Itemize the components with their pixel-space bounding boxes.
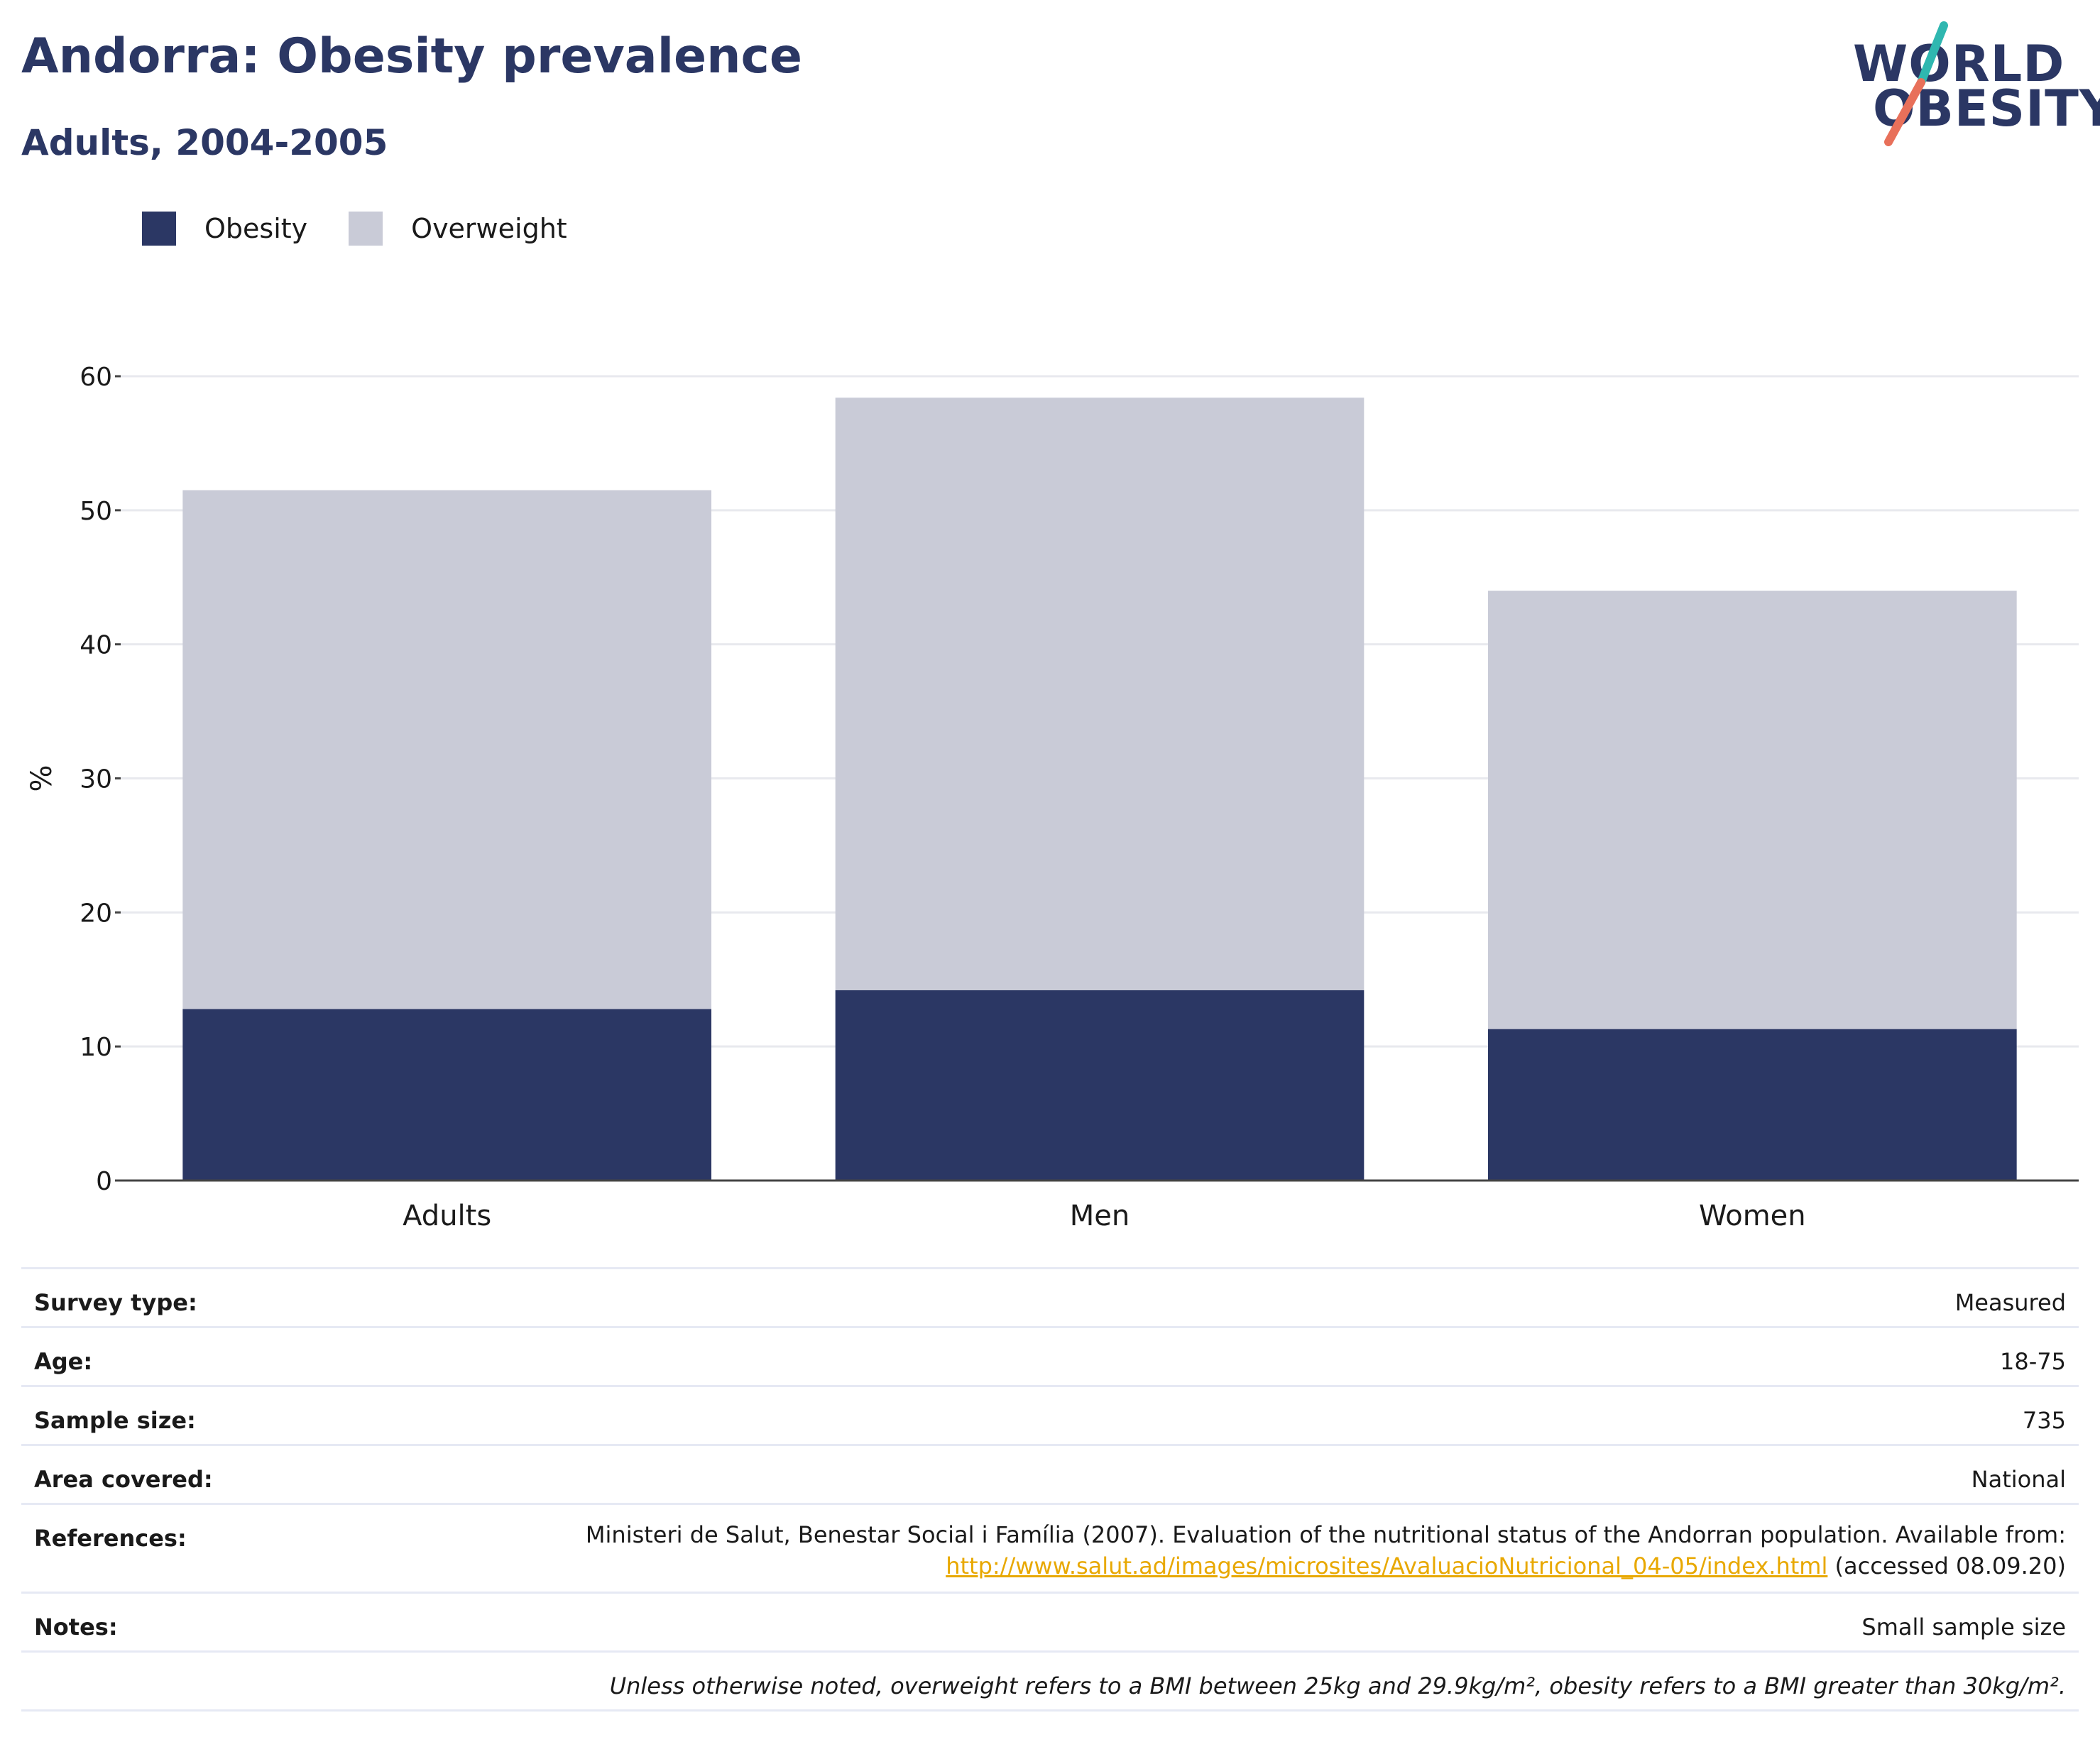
bar-obesity-adults: [182, 1009, 711, 1181]
sample-size-label: Sample size:: [34, 1407, 196, 1434]
bar-overweight-men: [835, 398, 1365, 990]
y-tick-label-30: 30: [80, 765, 112, 794]
age-label: Age:: [34, 1348, 93, 1375]
y-tick-label-50: 50: [80, 497, 112, 526]
area-covered-label: Area covered:: [34, 1466, 213, 1493]
bar-obesity-men: [835, 990, 1365, 1181]
world-obesity-logo: WORLD OBESITY: [1853, 21, 2100, 149]
y-tick-label-10: 10: [80, 1033, 112, 1062]
info-row-area-covered: Area covered: National: [21, 1444, 2079, 1503]
sample-size-value: 735: [2022, 1407, 2066, 1434]
info-row-references: References: Ministeri de Salut, Benestar…: [21, 1503, 2079, 1592]
x-tick-label-women: Women: [1699, 1200, 1806, 1232]
legend-item-overweight[interactable]: Overweight: [349, 212, 567, 246]
age-value: 18-75: [2000, 1348, 2066, 1375]
bar-obesity-women: [1488, 1029, 2017, 1181]
y-tick-label-40: 40: [80, 631, 112, 660]
info-row-sample-size: Sample size: 735: [21, 1385, 2079, 1444]
references-text: Ministeri de Salut, Benestar Social i Fa…: [585, 1521, 2066, 1548]
y-tick-label-60: 60: [80, 363, 112, 392]
bmi-footnote: Unless otherwise noted, overweight refer…: [609, 1672, 2066, 1699]
bar-chart: 0 10 20 30 40 50 60% Adults Men Women: [26, 363, 2079, 1232]
references-value: Ministeri de Salut, Benestar Social i Fa…: [586, 1505, 2066, 1592]
references-accessed: (accessed 08.09.20): [1827, 1552, 2066, 1579]
legend-label-obesity: Obesity: [204, 213, 308, 244]
legend-label-overweight: Overweight: [411, 213, 567, 244]
survey-info-table: Survey type: Measured Age: 18-75 Sample …: [21, 1267, 2079, 1712]
info-row-footnote: Unless otherwise noted, overweight refer…: [21, 1650, 2079, 1712]
logo-line1: WORLD: [1853, 35, 2065, 93]
notes-label: Notes:: [34, 1614, 118, 1641]
page-subtitle: Adults, 2004-2005: [21, 122, 388, 163]
y-axis-label: %: [26, 765, 58, 792]
x-tick-label-men: Men: [1070, 1200, 1130, 1232]
info-row-age: Age: 18-75: [21, 1326, 2079, 1385]
bar-overweight-adults: [182, 490, 711, 1009]
y-tick-label-20: 20: [80, 899, 112, 928]
legend-swatch-obesity: [142, 212, 176, 246]
references-label: References:: [34, 1525, 187, 1552]
legend-item-obesity[interactable]: Obesity: [142, 212, 307, 246]
chart-legend: Obesity Overweight: [142, 212, 608, 246]
references-link[interactable]: http://www.salut.ad/images/microsites/Av…: [946, 1552, 1828, 1579]
info-row-notes: Notes: Small sample size: [21, 1592, 2079, 1650]
notes-value: Small sample size: [1861, 1614, 2066, 1641]
y-tick-label-0: 0: [96, 1167, 112, 1196]
area-covered-value: National: [1971, 1466, 2066, 1493]
bar-overweight-women: [1488, 591, 2017, 1029]
logo-slash-icon: [1884, 21, 1948, 146]
x-tick-label-adults: Adults: [403, 1200, 491, 1232]
survey-type-label: Survey type:: [34, 1289, 197, 1316]
legend-swatch-overweight: [349, 212, 383, 246]
survey-type-value: Measured: [1954, 1289, 2066, 1316]
info-row-survey-type: Survey type: Measured: [21, 1267, 2079, 1326]
page-title: Andorra: Obesity prevalence: [21, 28, 802, 84]
